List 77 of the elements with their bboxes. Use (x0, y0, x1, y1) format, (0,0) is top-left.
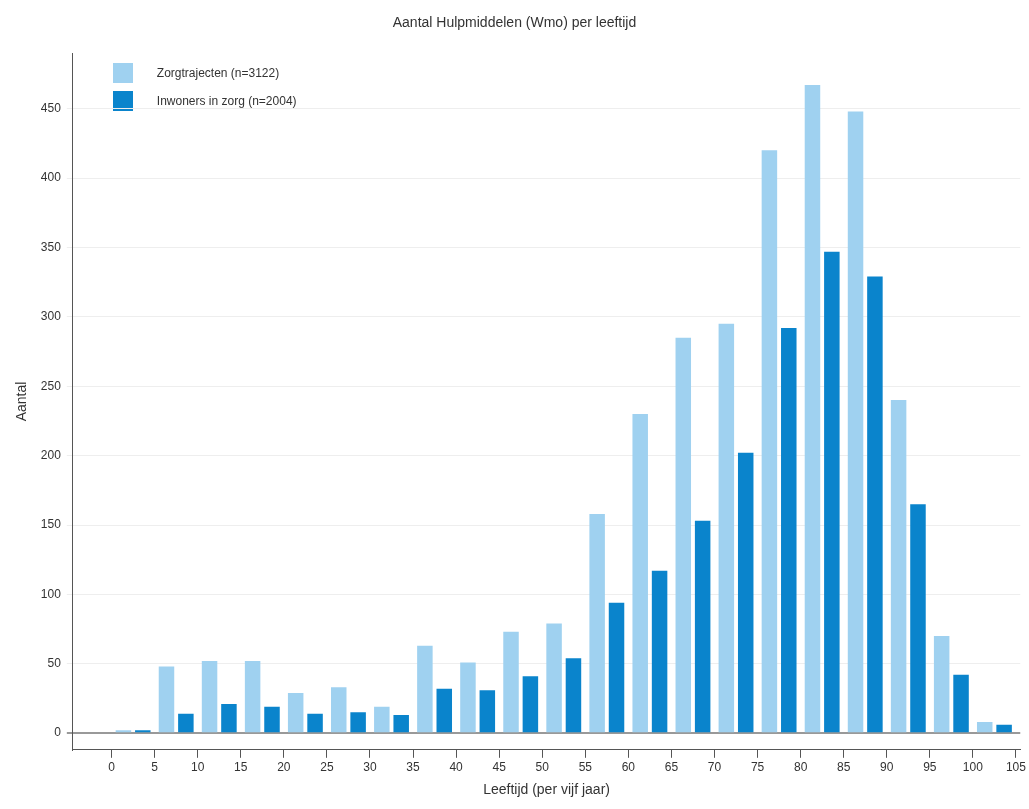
bar (350, 712, 366, 733)
bar (417, 645, 433, 733)
bar (221, 704, 237, 733)
y-tick-label: 200 (40, 447, 62, 462)
y-axis-title: Aantal (13, 381, 30, 422)
y-tick-label: 50 (47, 656, 62, 671)
bar (867, 276, 883, 733)
bar (804, 85, 821, 733)
bar (781, 327, 797, 733)
x-tick-label: 45 (492, 760, 507, 775)
y-tick-label: 0 (54, 725, 62, 740)
bar (201, 660, 218, 733)
x-tick-label: 30 (363, 760, 377, 775)
x-tick-label: 90 (880, 760, 894, 775)
legend-label: Inwoners in zorg (n=2004) (156, 94, 297, 109)
bar (737, 452, 754, 733)
x-tick-label: 75 (750, 760, 765, 775)
x-tick-label: 105 (1005, 760, 1027, 775)
x-tick-label: 85 (837, 760, 851, 775)
y-tick-label: 300 (40, 309, 62, 324)
bar (565, 658, 582, 733)
y-tick-label: 350 (40, 239, 62, 254)
bar (178, 713, 194, 733)
bar (589, 513, 605, 733)
chart-title: Aantal Hulpmiddelen (Wmo) per leeftijd (391, 14, 638, 30)
bar (460, 662, 476, 733)
bar (651, 570, 668, 733)
x-axis-title: Leeftijd (per vijf jaar) (483, 781, 610, 798)
x-tick-label: 15 (234, 760, 248, 775)
x-tick-label: 0 (108, 760, 116, 775)
x-tick-label: 35 (406, 760, 421, 775)
y-tick-label: 400 (40, 170, 62, 185)
bar (393, 715, 409, 733)
bar (953, 674, 969, 733)
bar (675, 337, 692, 733)
x-tick-label: 50 (535, 760, 550, 775)
y-tick-label: 100 (40, 586, 62, 601)
bar (608, 602, 625, 733)
x-tick-label: 70 (707, 760, 722, 775)
bar (307, 713, 323, 733)
bar (287, 692, 304, 733)
x-tick-label: 100 (962, 760, 984, 775)
bar (761, 150, 778, 733)
bar (158, 666, 175, 733)
bar (522, 676, 539, 733)
x-tick-label: 60 (621, 760, 636, 775)
y-tick-label: 450 (40, 101, 62, 116)
x-tick-label: 5 (151, 760, 159, 775)
bar (503, 631, 519, 733)
x-tick-label: 10 (191, 760, 205, 775)
bar (718, 323, 735, 733)
x-tick-label: 55 (578, 760, 593, 775)
bar (996, 724, 1012, 733)
bar (546, 623, 562, 733)
bar (933, 636, 950, 733)
y-tick-label: 250 (40, 378, 62, 393)
x-tick-label: 95 (923, 760, 937, 775)
x-tick-label: 65 (664, 760, 679, 775)
bar (374, 706, 390, 733)
bar (824, 251, 840, 733)
x-tick-label: 40 (449, 760, 464, 775)
bar (910, 504, 926, 733)
y-tick-label: 150 (40, 517, 62, 532)
bar (890, 400, 907, 733)
x-tick-label: 20 (277, 760, 291, 775)
bar (694, 520, 711, 733)
bar (436, 688, 453, 733)
bar (632, 413, 648, 733)
bar (479, 690, 496, 733)
bar (976, 722, 993, 733)
x-tick-label: 80 (793, 760, 808, 775)
bar (847, 111, 864, 733)
x-tick-label: 25 (320, 760, 334, 775)
bar (244, 660, 261, 733)
legend-label: Zorgtrajecten (n=3122) (156, 66, 280, 81)
bar (331, 687, 347, 733)
bar (264, 706, 280, 733)
